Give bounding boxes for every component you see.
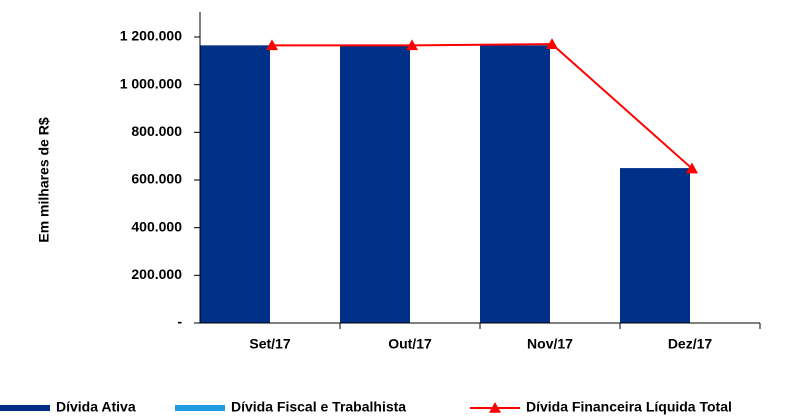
- line-marker: [266, 39, 278, 51]
- line-marker: [406, 39, 418, 51]
- legend-swatch: [0, 405, 50, 411]
- bar: [340, 46, 410, 323]
- y-tick-label: 800.000: [131, 123, 182, 139]
- x-tick-label: Nov/17: [527, 336, 573, 352]
- y-tick-label: 200.000: [131, 266, 182, 282]
- legend-label: Dívida Fiscal e Trabalhista: [231, 399, 406, 415]
- x-tick-label: Out/17: [388, 336, 432, 352]
- y-tick-label: 400.000: [131, 218, 182, 234]
- y-tick-label: -: [177, 314, 182, 330]
- legend-swatch: [175, 405, 225, 411]
- x-tick-label: Dez/17: [668, 336, 713, 352]
- bar: [620, 168, 690, 323]
- legend-label: Dívida Ativa: [56, 399, 136, 415]
- legend-marker: [489, 402, 501, 413]
- y-tick-label: 600.000: [131, 171, 182, 187]
- line: [272, 43, 693, 170]
- y-tick-label: 1 000.000: [120, 75, 182, 91]
- line-marker: [546, 38, 558, 49]
- line-marker: [686, 162, 698, 174]
- x-tick-label: Set/17: [249, 336, 290, 352]
- bar: [200, 45, 270, 323]
- y-axis-label: Em milhares de R$: [36, 117, 52, 242]
- y-tick-label: 1 200.000: [120, 28, 182, 44]
- legend-label: Dívida Financeira Líquida Total: [526, 399, 732, 415]
- bar: [480, 45, 550, 323]
